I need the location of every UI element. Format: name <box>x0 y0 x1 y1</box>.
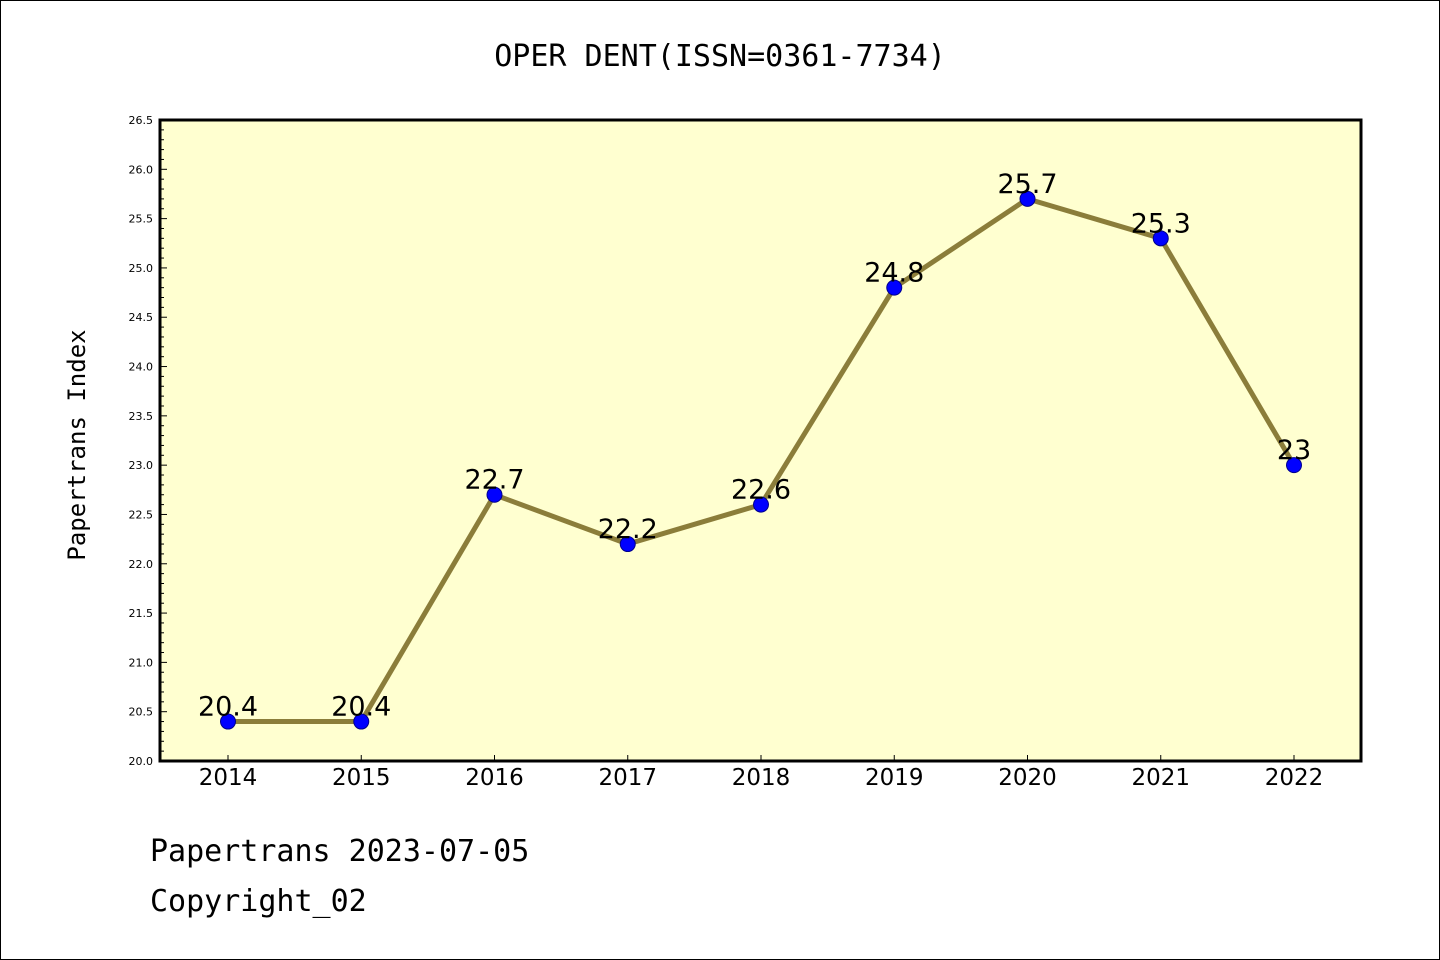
data-label: 20.4 <box>331 692 391 723</box>
y-tick-label: 26.5 <box>129 114 154 127</box>
data-label: 22.7 <box>464 465 524 496</box>
data-point <box>220 713 236 730</box>
footer-date: Papertrans 2023-07-05 <box>150 834 530 869</box>
y-tick-label: 21.5 <box>129 607 154 620</box>
data-point <box>619 536 636 553</box>
y-tick-label: 22.5 <box>129 508 154 521</box>
y-tick-label: 25.0 <box>129 262 154 275</box>
footer-copyright: Copyright_02 <box>150 884 367 919</box>
y-tick-label: 21.0 <box>129 656 154 669</box>
series-markers <box>220 190 1302 730</box>
y-tick-label: 24.0 <box>129 361 154 374</box>
x-axis: 2014 2015 2016 2017 2018 2019 2020 2021 2022 <box>199 755 1324 791</box>
data-labels: 20.4 20.4 22.7 22.2 22.6 24.8 25.7 25.3 23 <box>198 169 1311 723</box>
data-label: 23 <box>1277 435 1311 466</box>
x-tick-label: 2015 <box>332 765 391 791</box>
y-axis: 20.0 20.5 21.0 21.5 22.0 22.5 23.0 23.5 24.0 24.5… <box>129 114 167 768</box>
y-tick-label: 20.0 <box>129 755 154 768</box>
x-tick-label: 2017 <box>598 765 657 791</box>
chart-title: OPER DENT(ISSN=0361-7734) <box>494 39 946 74</box>
y-axis-label: Papertrans Index <box>63 329 91 560</box>
data-label: 25.3 <box>1131 208 1191 239</box>
data-label: 20.4 <box>198 692 258 723</box>
y-tick-label: 26.0 <box>129 163 154 176</box>
data-label: 22.2 <box>598 514 658 545</box>
data-point <box>886 279 903 296</box>
data-label: 25.7 <box>997 169 1057 200</box>
data-point <box>353 713 370 730</box>
data-point <box>1019 190 1036 207</box>
x-tick-label: 2016 <box>465 765 524 791</box>
x-tick-label: 2018 <box>732 765 791 791</box>
data-point <box>486 486 503 503</box>
y-tick-label: 24.5 <box>129 311 154 324</box>
data-label: 22.6 <box>731 475 791 506</box>
x-tick-label: 2021 <box>1131 765 1190 791</box>
y-tick-label: 20.5 <box>129 706 154 719</box>
data-point <box>1286 457 1302 474</box>
data-point <box>1152 230 1169 247</box>
y-tick-label: 23.0 <box>129 459 154 472</box>
y-tick-label: 25.5 <box>129 213 154 226</box>
y-tick-label: 22.0 <box>129 558 154 571</box>
data-point <box>753 496 769 513</box>
x-tick-label: 2020 <box>998 765 1057 791</box>
x-tick-label: 2019 <box>865 765 924 791</box>
y-tick-label: 23.5 <box>129 410 154 423</box>
plot-area <box>158 118 1363 763</box>
data-label: 24.8 <box>864 258 924 289</box>
x-tick-label: 2014 <box>199 765 258 791</box>
x-tick-label: 2022 <box>1265 765 1324 791</box>
